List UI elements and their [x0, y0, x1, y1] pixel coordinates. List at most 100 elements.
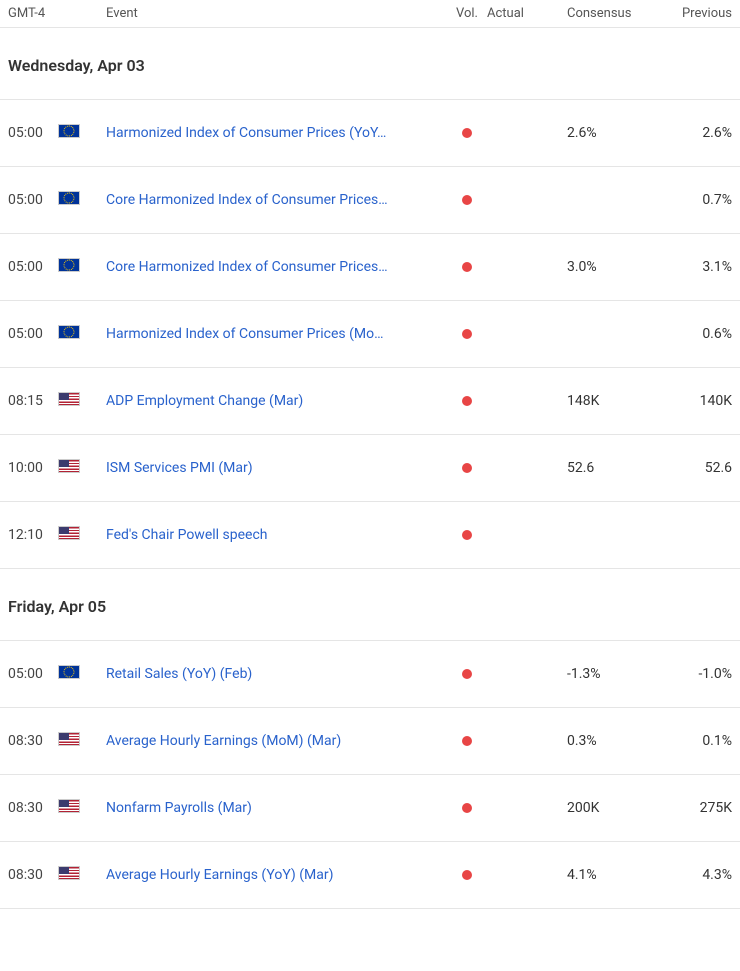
- event-name-cell: Harmonized Index of Consumer Prices (Mo…: [106, 326, 447, 342]
- event-flag: [58, 459, 106, 477]
- event-link[interactable]: Harmonized Index of Consumer Prices (YoY…: [106, 125, 447, 141]
- event-time: 05:00: [8, 666, 58, 682]
- vol-high-icon: [462, 803, 472, 813]
- vol-high-icon: [462, 870, 472, 880]
- flag-eu-icon: [58, 258, 80, 272]
- flag-us-icon: [58, 459, 80, 473]
- header-previous: Previous: [662, 6, 732, 21]
- vol-high-icon: [462, 396, 472, 406]
- event-previous: 52.6: [662, 460, 732, 476]
- event-flag: [58, 392, 106, 410]
- header-time: GMT-4: [8, 6, 58, 21]
- event-vol: [447, 396, 487, 406]
- header-actual: Actual: [487, 6, 567, 21]
- event-flag: [58, 799, 106, 817]
- event-previous: 4.3%: [662, 867, 732, 883]
- event-link[interactable]: ISM Services PMI (Mar): [106, 460, 447, 476]
- event-vol: [447, 262, 487, 272]
- event-previous: 0.6%: [662, 326, 732, 342]
- event-row: 08:30 Average Hourly Earnings (YoY) (Mar)…: [0, 841, 740, 909]
- event-consensus: 52.6: [567, 460, 662, 476]
- event-time: 08:15: [8, 393, 58, 409]
- event-previous: 0.7%: [662, 192, 732, 208]
- event-previous: 275K: [662, 800, 732, 816]
- event-flag: [58, 732, 106, 750]
- economic-calendar: GMT-4 Event Vol. Actual Consensus Previo…: [0, 0, 740, 909]
- event-link[interactable]: ADP Employment Change (Mar): [106, 393, 447, 409]
- event-name-cell: ISM Services PMI (Mar): [106, 460, 447, 476]
- event-vol: [447, 128, 487, 138]
- event-consensus: 200K: [567, 800, 662, 816]
- event-flag: [58, 258, 106, 276]
- event-link[interactable]: Nonfarm Payrolls (Mar): [106, 800, 447, 816]
- event-row: 08:15ADP Employment Change (Mar)148K140K: [0, 367, 740, 434]
- event-time: 08:30: [8, 867, 58, 883]
- flag-eu-icon: [58, 124, 80, 138]
- event-time: 08:30: [8, 800, 58, 816]
- event-previous: 2.6%: [662, 125, 732, 141]
- event-time: 05:00: [8, 192, 58, 208]
- vol-high-icon: [462, 329, 472, 339]
- vol-high-icon: [462, 463, 472, 473]
- flag-us-icon: [58, 799, 80, 813]
- event-consensus: 3.0%: [567, 259, 662, 275]
- event-name-cell: Harmonized Index of Consumer Prices (YoY…: [106, 125, 447, 141]
- event-flag: [58, 191, 106, 209]
- event-link[interactable]: Retail Sales (YoY) (Feb): [106, 666, 447, 682]
- event-consensus: -1.3%: [567, 666, 662, 682]
- event-name-cell: Retail Sales (YoY) (Feb): [106, 666, 447, 682]
- event-link[interactable]: Core Harmonized Index of Consumer Prices…: [106, 192, 447, 208]
- event-name-cell: Nonfarm Payrolls (Mar): [106, 800, 447, 816]
- flag-us-icon: [58, 392, 80, 406]
- flag-us-icon: [58, 866, 80, 880]
- event-name-cell: ADP Employment Change (Mar): [106, 393, 447, 409]
- event-name-cell: Core Harmonized Index of Consumer Prices…: [106, 192, 447, 208]
- event-vol: [447, 530, 487, 540]
- event-link[interactable]: Core Harmonized Index of Consumer Prices…: [106, 259, 447, 275]
- event-consensus: 148K: [567, 393, 662, 409]
- event-row: 05:00 Harmonized Index of Consumer Prices…: [0, 300, 740, 367]
- event-vol: [447, 803, 487, 813]
- event-row: 08:30 Nonfarm Payrolls (Mar) 200K275K: [0, 774, 740, 841]
- event-row: 08:30Average Hourly Earnings (MoM) (Mar)…: [0, 707, 740, 774]
- header-vol: Vol.: [447, 6, 487, 21]
- event-vol: [447, 669, 487, 679]
- event-link[interactable]: Average Hourly Earnings (YoY) (Mar): [106, 867, 447, 883]
- event-flag: [58, 325, 106, 343]
- event-row: 10:00ISM Services PMI (Mar)52.652.6: [0, 434, 740, 501]
- event-flag: [58, 124, 106, 142]
- flag-us-icon: [58, 732, 80, 746]
- event-vol: [447, 736, 487, 746]
- vol-high-icon: [462, 736, 472, 746]
- event-flag: [58, 526, 106, 544]
- date-header: Wednesday, Apr 03: [0, 28, 740, 99]
- table-header: GMT-4 Event Vol. Actual Consensus Previo…: [0, 0, 740, 28]
- event-name-cell: Core Harmonized Index of Consumer Prices…: [106, 259, 447, 275]
- event-link[interactable]: Average Hourly Earnings (MoM) (Mar): [106, 733, 447, 749]
- event-previous: -1.0%: [662, 666, 732, 682]
- event-previous: 0.1%: [662, 733, 732, 749]
- event-row: 05:00 Retail Sales (YoY) (Feb) -1.3%-1.0%: [0, 640, 740, 707]
- event-flag: [58, 866, 106, 884]
- date-header: Friday, Apr 05: [0, 569, 740, 640]
- event-row: 05:00 Core Harmonized Index of Consumer P…: [0, 166, 740, 233]
- event-vol: [447, 329, 487, 339]
- event-consensus: 4.1%: [567, 867, 662, 883]
- event-name-cell: Fed's Chair Powell speech: [106, 527, 447, 543]
- vol-high-icon: [462, 669, 472, 679]
- event-link[interactable]: Harmonized Index of Consumer Prices (Mo…: [106, 326, 447, 342]
- event-vol: [447, 870, 487, 880]
- vol-high-icon: [462, 128, 472, 138]
- event-row: 05:00 Harmonized Index of Consumer Prices…: [0, 99, 740, 166]
- event-time: 05:00: [8, 125, 58, 141]
- event-link[interactable]: Fed's Chair Powell speech: [106, 527, 447, 543]
- event-vol: [447, 195, 487, 205]
- event-flag: [58, 665, 106, 683]
- event-time: 05:00: [8, 326, 58, 342]
- header-consensus: Consensus: [567, 6, 662, 21]
- event-row: 05:00Core Harmonized Index of Consumer P…: [0, 233, 740, 300]
- event-vol: [447, 463, 487, 473]
- event-consensus: 2.6%: [567, 125, 662, 141]
- flag-us-icon: [58, 526, 80, 540]
- vol-high-icon: [462, 262, 472, 272]
